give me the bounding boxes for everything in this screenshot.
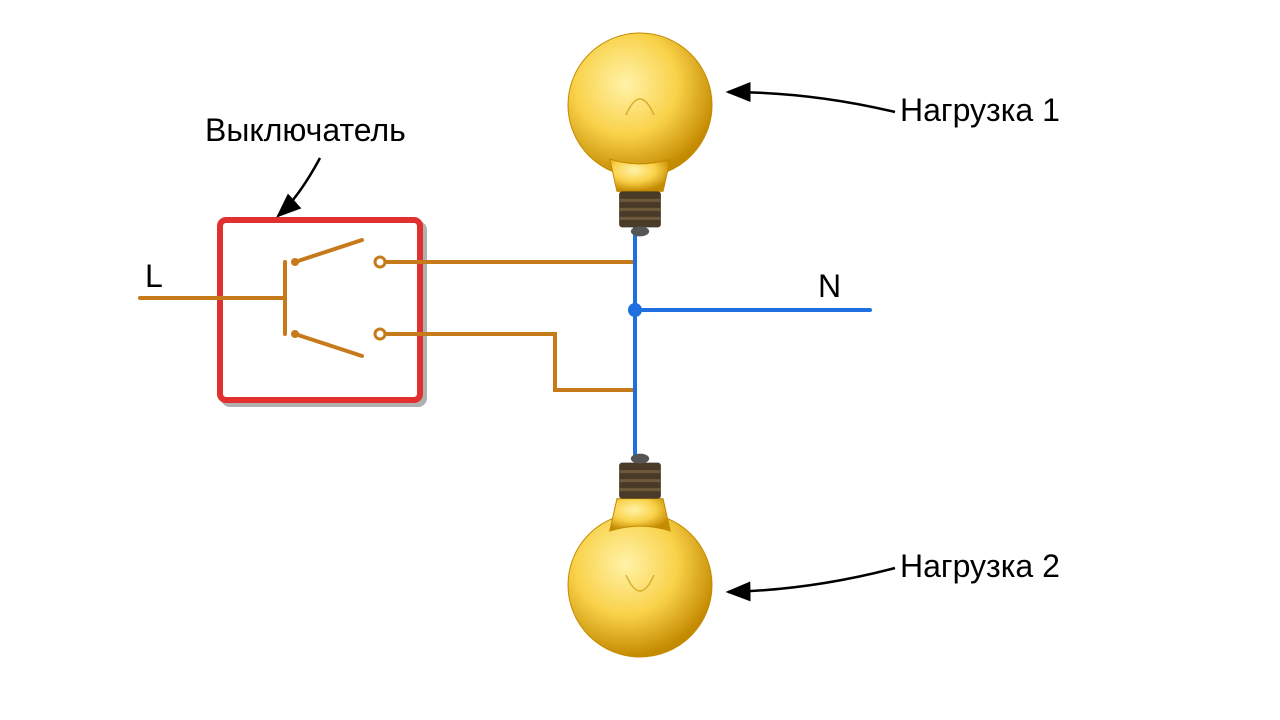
load1-label: Нагрузка 1 (900, 92, 1060, 129)
terminal-N-label: N (818, 268, 841, 305)
bulb-load1 (568, 33, 712, 236)
arrow-to-load1 (728, 92, 895, 112)
diagram-stage: Выключатель L N Нагрузка 1 Нагрузка 2 (0, 0, 1280, 720)
arrow-to-load2 (728, 568, 895, 592)
switch-box (220, 220, 420, 400)
load2-label: Нагрузка 2 (900, 548, 1060, 585)
diagram-svg (0, 0, 1280, 720)
arrow-to-switch (278, 158, 320, 216)
switch-label: Выключатель (205, 112, 406, 149)
terminal-L-label: L (145, 258, 163, 295)
bulb-load2 (568, 454, 712, 657)
neutral-junction (628, 303, 642, 317)
